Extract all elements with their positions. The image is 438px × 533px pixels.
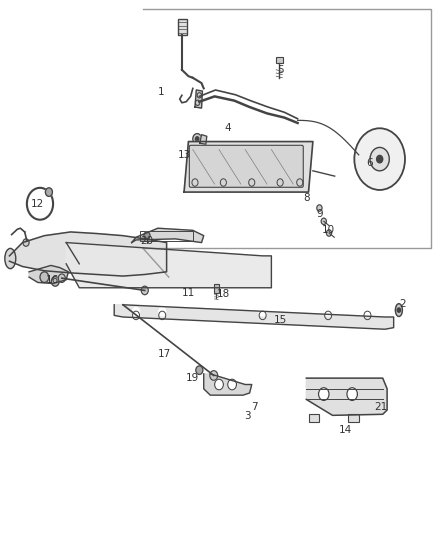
- Text: 17: 17: [158, 349, 171, 359]
- Text: 13: 13: [177, 150, 191, 160]
- Circle shape: [40, 272, 49, 282]
- Circle shape: [193, 134, 201, 144]
- Polygon shape: [10, 232, 166, 276]
- Ellipse shape: [396, 304, 403, 317]
- Text: 8: 8: [303, 193, 310, 204]
- Text: 20: 20: [141, 236, 154, 246]
- Polygon shape: [306, 378, 387, 415]
- Text: 10: 10: [321, 225, 335, 236]
- Circle shape: [27, 188, 53, 220]
- Circle shape: [326, 230, 332, 236]
- Text: 4: 4: [224, 123, 231, 133]
- Text: 21: 21: [374, 402, 387, 413]
- Circle shape: [325, 308, 332, 316]
- Text: 15: 15: [273, 314, 287, 325]
- Circle shape: [317, 205, 322, 211]
- Circle shape: [133, 308, 140, 316]
- Circle shape: [51, 277, 59, 286]
- Circle shape: [259, 308, 266, 316]
- Polygon shape: [204, 374, 252, 395]
- Polygon shape: [200, 135, 207, 144]
- Circle shape: [195, 137, 199, 141]
- Text: 6: 6: [366, 158, 373, 168]
- Circle shape: [228, 379, 237, 390]
- Ellipse shape: [5, 248, 16, 269]
- Text: 12: 12: [31, 199, 44, 209]
- Text: 2: 2: [399, 298, 406, 309]
- FancyBboxPatch shape: [348, 414, 359, 422]
- Circle shape: [141, 286, 148, 295]
- Text: 18: 18: [217, 289, 230, 299]
- Text: 19: 19: [186, 373, 199, 383]
- Polygon shape: [114, 305, 394, 329]
- Circle shape: [210, 370, 218, 380]
- Circle shape: [58, 274, 65, 282]
- Circle shape: [377, 156, 383, 163]
- Circle shape: [144, 232, 150, 239]
- Polygon shape: [29, 265, 68, 284]
- Text: 16: 16: [46, 275, 59, 285]
- Text: 7: 7: [251, 402, 257, 413]
- Text: 11: 11: [182, 288, 195, 298]
- Text: 3: 3: [244, 411, 251, 422]
- Circle shape: [347, 387, 357, 400]
- Circle shape: [354, 128, 405, 190]
- FancyBboxPatch shape: [214, 284, 219, 293]
- Circle shape: [321, 218, 326, 224]
- Polygon shape: [184, 142, 313, 192]
- FancyBboxPatch shape: [308, 414, 319, 422]
- Polygon shape: [66, 243, 272, 288]
- Circle shape: [159, 308, 166, 316]
- Text: 5: 5: [277, 65, 283, 75]
- Circle shape: [23, 239, 29, 246]
- Text: 9: 9: [316, 209, 323, 220]
- Text: 14: 14: [339, 425, 352, 435]
- Polygon shape: [195, 90, 202, 108]
- Circle shape: [46, 188, 53, 196]
- Text: 1: 1: [158, 87, 165, 97]
- FancyBboxPatch shape: [189, 146, 303, 187]
- FancyBboxPatch shape: [177, 19, 187, 35]
- Polygon shape: [132, 228, 204, 243]
- Circle shape: [397, 308, 401, 312]
- Circle shape: [215, 379, 223, 390]
- Circle shape: [364, 308, 371, 316]
- Circle shape: [318, 387, 329, 400]
- Circle shape: [196, 366, 203, 374]
- Circle shape: [370, 148, 389, 171]
- FancyBboxPatch shape: [276, 56, 283, 63]
